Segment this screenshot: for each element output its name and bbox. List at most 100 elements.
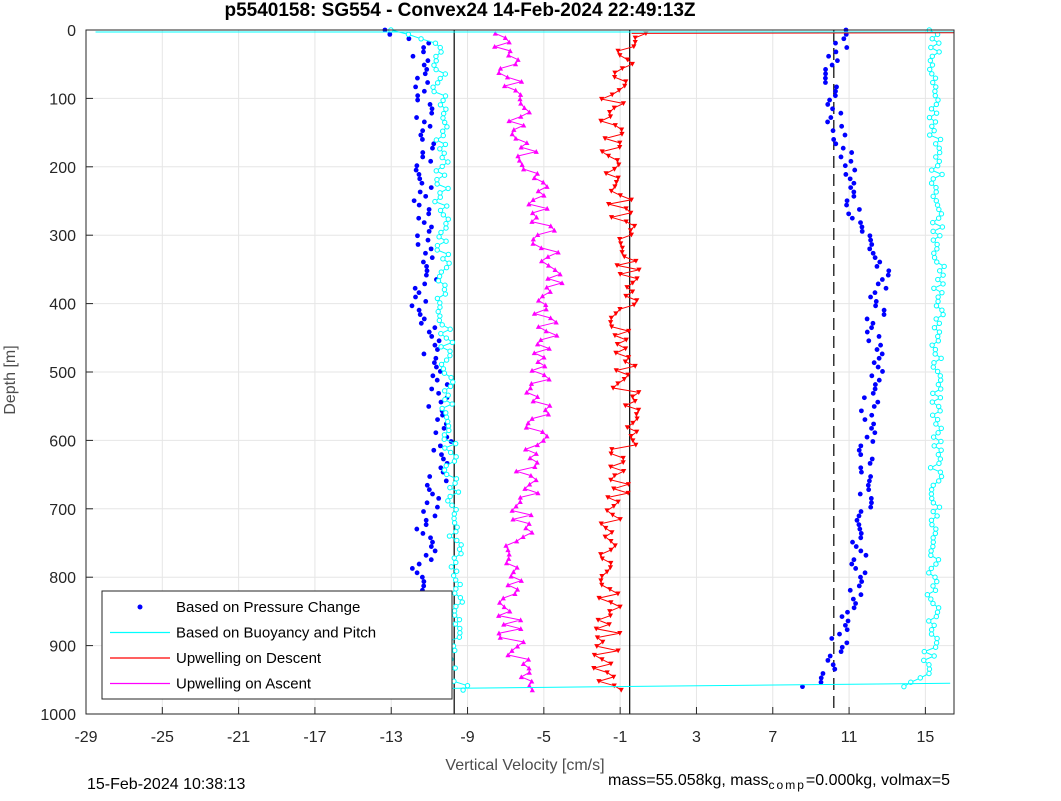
series-1-ascent-point [929, 62, 936, 68]
series-2-point [617, 53, 623, 58]
series-0-ascent-point [869, 242, 875, 247]
series-3-point [545, 262, 552, 268]
series-3-point [530, 236, 536, 242]
series-3-point [506, 551, 512, 557]
series-1-ascent-point [931, 653, 937, 659]
series-1-descent-point [443, 335, 450, 341]
series-2-point [612, 123, 618, 128]
series-2-point [593, 626, 599, 632]
y-tick-label: 200 [49, 160, 76, 177]
footer-mass-info: mass=55.058kg, masscomp=0.000kg, volmax=… [608, 772, 950, 792]
series-1-descent-point [440, 128, 446, 134]
series-1-ascent-point [935, 333, 941, 340]
series-3-point [511, 127, 517, 132]
series-2-point [618, 127, 625, 133]
series-1-ascent-point [930, 543, 936, 550]
series-3-point [515, 57, 521, 62]
series-1-descent-point [451, 520, 458, 526]
series-2-point [599, 96, 605, 102]
legend-marker [137, 604, 143, 610]
series-2-point [608, 215, 615, 220]
series-0-ascent-point [883, 285, 889, 291]
series-0-ascent-point [833, 40, 838, 46]
series-2-point [607, 609, 613, 614]
series-1-descent-point [452, 612, 458, 618]
series-3-point [514, 538, 520, 544]
series-0-ascent-point [864, 434, 870, 440]
series-0-descent-point [428, 535, 433, 541]
series-1-ascent-point [928, 167, 935, 173]
series-3-point [514, 564, 520, 570]
series-2-point [619, 250, 625, 255]
series-3-point [513, 87, 519, 93]
series-1-descent-point [441, 172, 448, 178]
series-2-point [591, 665, 597, 671]
series-1-ascent-point [931, 443, 937, 449]
series-0-descent-point [421, 49, 426, 55]
series-3-point [497, 634, 503, 640]
series-2-point [610, 385, 616, 391]
series-1-descent-point [450, 379, 456, 385]
series-0-ascent-point [877, 259, 883, 265]
series-3-point [528, 381, 535, 386]
series-0-descent-point [426, 329, 432, 335]
series-2-point [608, 451, 614, 457]
series-1-ascent-point [936, 403, 942, 410]
series-0-descent-point [423, 193, 429, 199]
series-0-ascent-point [858, 574, 863, 580]
series-0-ascent-point [868, 504, 874, 510]
series-2-point [602, 534, 608, 540]
series-1-ascent-point [930, 79, 936, 86]
series-2-point [594, 635, 601, 641]
series-0-descent-point [420, 137, 425, 142]
series-1-ascent-point [928, 552, 934, 559]
series-0-descent-point [422, 281, 428, 287]
series-0-ascent-point [879, 277, 885, 282]
series-1-descent-point [418, 36, 424, 42]
series-1-ascent-point [938, 438, 944, 445]
series-1-ascent-point [936, 478, 942, 484]
y-tick-label: 500 [49, 365, 76, 382]
legend: Based on Pressure Change Based on Buoyanc… [101, 590, 453, 700]
series-2-point [623, 79, 629, 85]
series-3-point [545, 411, 552, 417]
series-2-point [607, 613, 614, 619]
series-1-ascent-point [937, 456, 944, 462]
series-0-ascent-point [818, 679, 824, 685]
series-0-descent-point [428, 185, 434, 190]
series-1-ascent-point [933, 101, 940, 108]
series-0-ascent-point [873, 299, 879, 304]
series-3-point [540, 437, 546, 443]
series-3-point [534, 442, 541, 448]
series-1-descent-point [437, 300, 443, 306]
series-2-point [605, 153, 612, 159]
series-0-ascent-point [870, 439, 876, 444]
series-3-point [520, 534, 526, 540]
series-1-descent-point [437, 207, 444, 214]
series-1-descent-point [443, 106, 449, 112]
series-0-descent-point [416, 307, 422, 313]
series-3-point [518, 578, 524, 583]
series-0-descent-point [429, 386, 435, 392]
series-1-ascent-point [901, 683, 907, 690]
series-0-descent-point [406, 36, 412, 42]
series-1-ascent-point [937, 377, 944, 383]
series-1-descent-point [447, 348, 453, 354]
series-0-descent-point [421, 351, 427, 357]
series-0-descent-point [409, 566, 415, 571]
series-0-ascent-point [854, 517, 860, 523]
series-1-ascent-point [931, 127, 937, 134]
series-1-ascent-point [936, 460, 942, 467]
y-axis-label: Depth [m] [2, 345, 19, 414]
series-0-ascent-point [859, 228, 865, 234]
x-tick-label: -13 [380, 729, 403, 746]
series-1-ascent-point [934, 241, 940, 248]
series-1-descent-point [444, 471, 450, 478]
series-0-ascent-point [867, 246, 873, 252]
series-0-ascent-point [839, 644, 845, 650]
series-3-point [507, 608, 513, 614]
series-1-descent-point [438, 361, 445, 368]
series-2-point [617, 517, 623, 522]
series-3-point [525, 656, 532, 662]
series-2-point [609, 447, 615, 452]
